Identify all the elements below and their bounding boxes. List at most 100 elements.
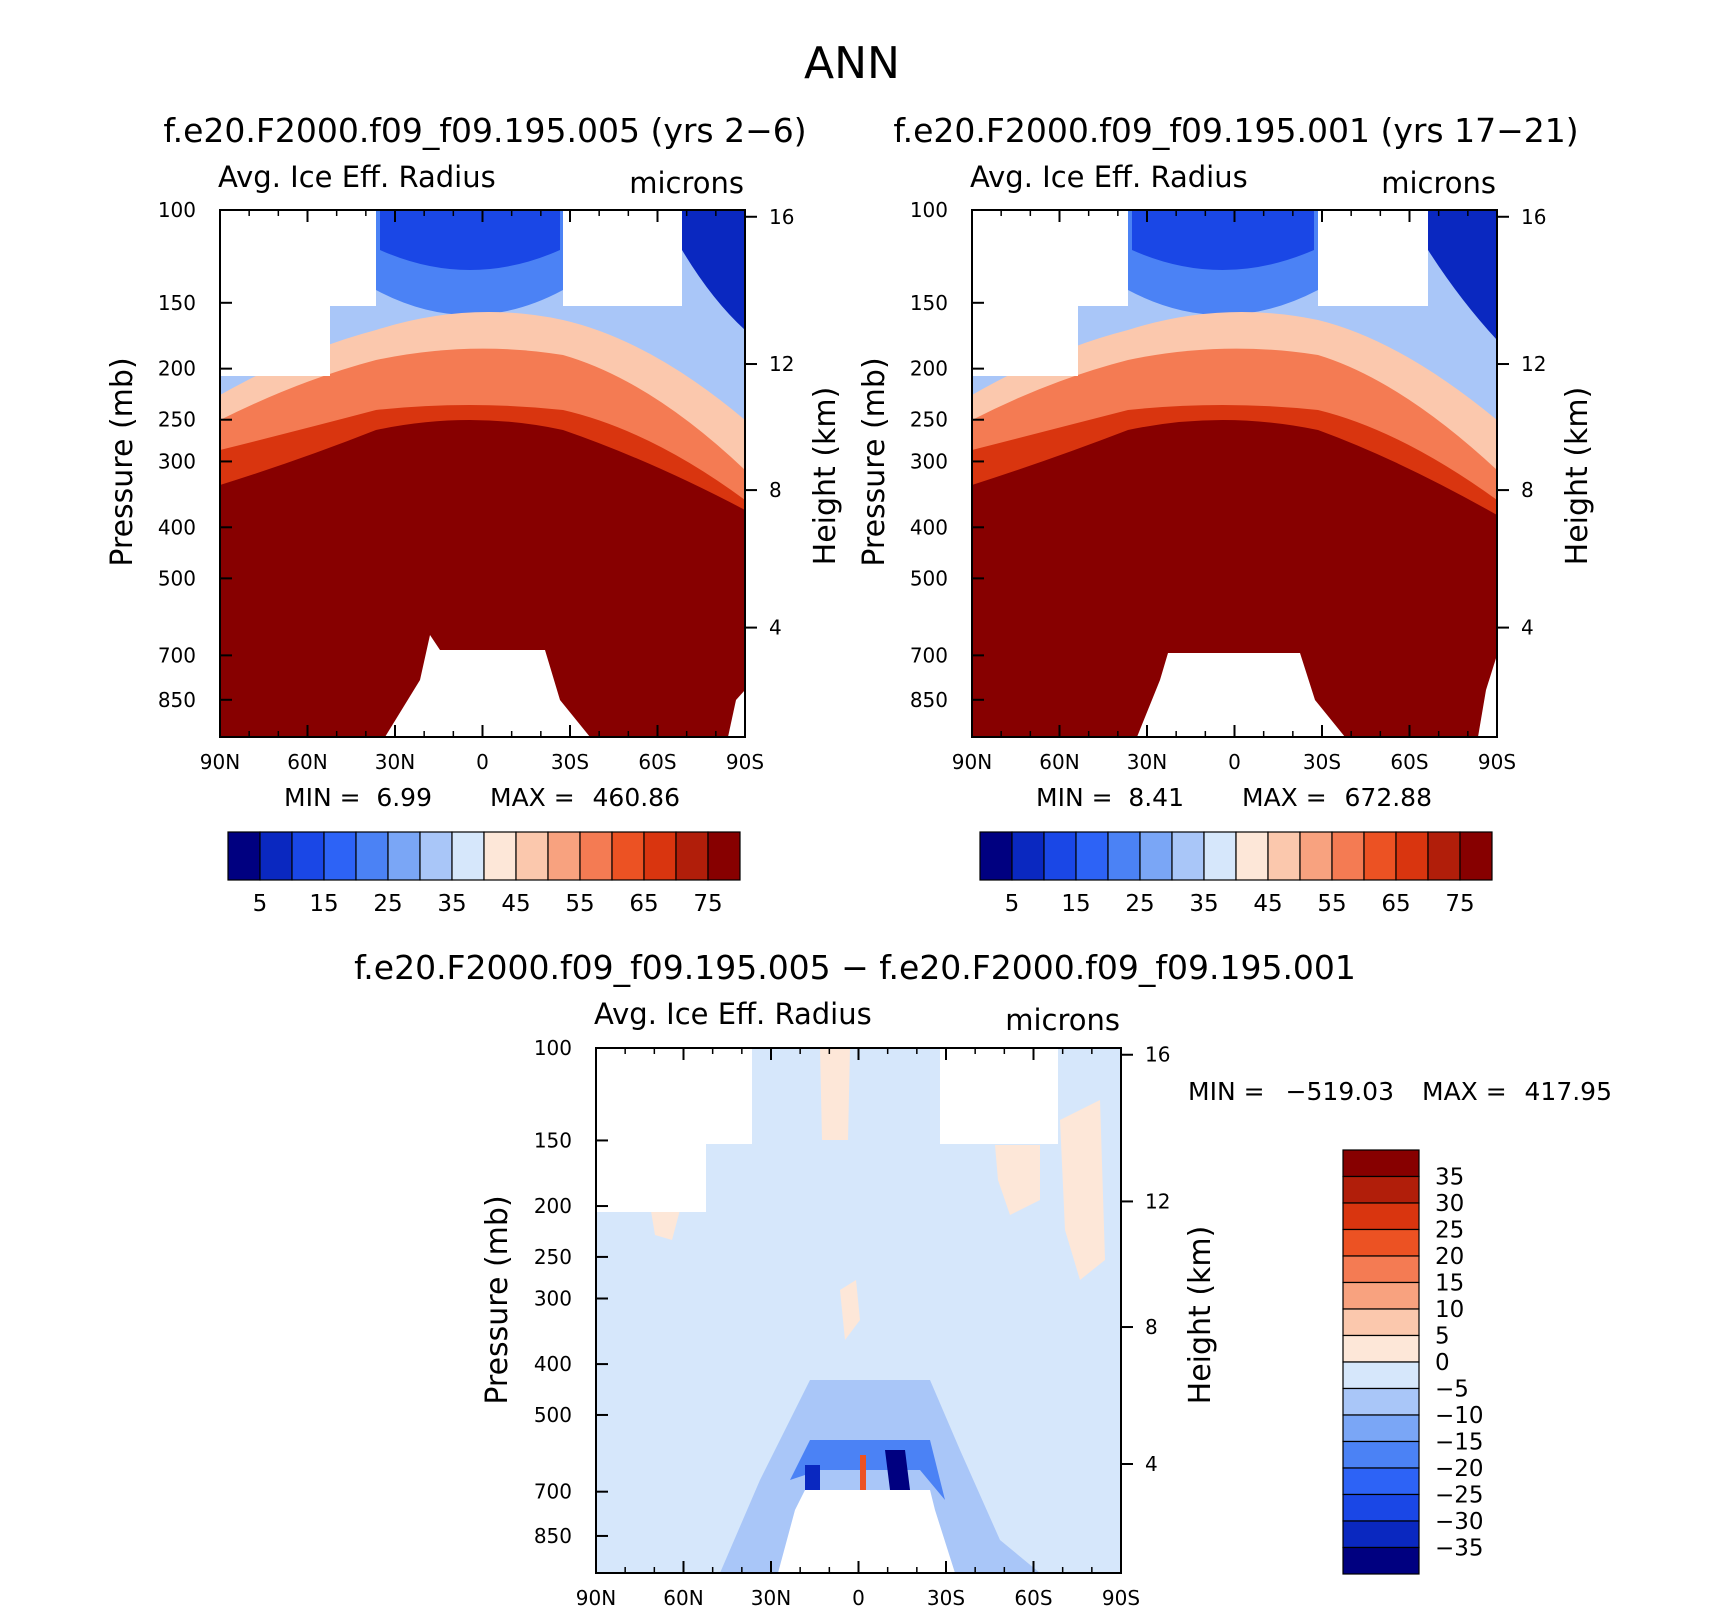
colorbar-label: 30 bbox=[1435, 1191, 1464, 1217]
panel-a-max-label: MAX = bbox=[490, 783, 575, 812]
x-tick-label: 90S bbox=[726, 750, 764, 774]
colorbar-label: 35 bbox=[1189, 891, 1218, 917]
colorbar-swatch bbox=[323, 831, 357, 881]
x-tick-label: 0 bbox=[476, 750, 489, 774]
panel-b-topography bbox=[1478, 655, 1497, 737]
y-tick-label: 300 bbox=[534, 1286, 572, 1310]
colorbar-swatch bbox=[1342, 1255, 1420, 1284]
colorbar-label: 45 bbox=[501, 891, 530, 917]
y-right-tick-label: 12 bbox=[1521, 352, 1546, 376]
x-tick-label: 0 bbox=[1228, 750, 1241, 774]
y-tick-label: 500 bbox=[534, 1403, 572, 1427]
x-tick-label: 60N bbox=[1039, 750, 1079, 774]
y-tick-label: 200 bbox=[158, 357, 196, 381]
y-right-tick-label: 4 bbox=[769, 616, 782, 640]
colorbar-swatch bbox=[1342, 1440, 1420, 1469]
y-tick-label: 150 bbox=[910, 291, 948, 315]
colorbar-swatch bbox=[1331, 831, 1365, 881]
colorbar-swatch bbox=[1342, 1387, 1420, 1416]
colorbar-label: 75 bbox=[693, 891, 722, 917]
y-tick-label: 500 bbox=[910, 566, 948, 590]
panel-a-max-value: 460.86 bbox=[593, 783, 680, 812]
colorbar-label: 55 bbox=[565, 891, 594, 917]
panel-a-topography bbox=[385, 635, 590, 737]
y-tick-label: 700 bbox=[910, 643, 948, 667]
y-tick-label: 250 bbox=[910, 408, 948, 432]
colorbar-swatch bbox=[1342, 1149, 1420, 1178]
panel-a-mask bbox=[563, 210, 682, 306]
panel-b-band bbox=[1428, 210, 1497, 340]
colorbar-swatch bbox=[1363, 831, 1397, 881]
y-right-tick-label: 8 bbox=[1145, 1315, 1158, 1339]
panel-a-mask bbox=[220, 210, 376, 306]
colorbar-label: −35 bbox=[1435, 1536, 1484, 1562]
colorbar-label: 75 bbox=[1445, 891, 1474, 917]
y-tick-label: 150 bbox=[534, 1128, 572, 1152]
colorbar-swatch bbox=[419, 831, 453, 881]
y-tick-label: 850 bbox=[534, 1524, 572, 1548]
x-tick-label: 90S bbox=[1102, 1586, 1140, 1610]
panel-b-mask bbox=[972, 306, 1078, 376]
colorbar-swatch bbox=[1342, 1493, 1420, 1522]
panel-a-colorbar: 5 15 25 35 45 55 65 75 bbox=[227, 831, 741, 917]
panel-diff-max-value: 417.95 bbox=[1525, 1077, 1612, 1106]
panel-a-ylabel: Pressure (mb) bbox=[105, 357, 140, 566]
x-tick-label: 90N bbox=[952, 750, 992, 774]
colorbar-label: 5 bbox=[253, 891, 268, 917]
colorbar-label: 20 bbox=[1435, 1244, 1464, 1270]
x-tick-label: 90S bbox=[1478, 750, 1516, 774]
y-tick-label: 300 bbox=[158, 449, 196, 473]
colorbar-label: 25 bbox=[1435, 1218, 1464, 1244]
colorbar-swatch bbox=[707, 831, 741, 881]
panel-a-ylabel-right: Height (km) bbox=[808, 387, 843, 566]
colorbar-swatch bbox=[1342, 1467, 1420, 1496]
colorbar-swatch bbox=[1075, 831, 1109, 881]
colorbar-swatch bbox=[1043, 831, 1077, 881]
colorbar-swatch bbox=[1299, 831, 1333, 881]
y-tick-label: 400 bbox=[158, 515, 196, 539]
colorbar-swatch bbox=[1342, 1308, 1420, 1337]
colorbar-swatch bbox=[1011, 831, 1045, 881]
x-tick-label: 90N bbox=[200, 750, 240, 774]
panel-a-band bbox=[682, 210, 745, 330]
y-tick-label: 100 bbox=[910, 198, 948, 222]
colorbar-swatch bbox=[1342, 1414, 1420, 1443]
colorbar-swatch bbox=[1342, 1175, 1420, 1204]
panel-diff-plot-area bbox=[596, 1048, 1121, 1573]
x-tick-label: 30N bbox=[1127, 750, 1167, 774]
panel-a-topography bbox=[728, 690, 745, 737]
y-tick-label: 200 bbox=[910, 357, 948, 381]
colorbar-label: 15 bbox=[309, 891, 338, 917]
y-tick-label: 850 bbox=[158, 688, 196, 712]
panel-a-title: f.e20.F2000.f09_f09.195.005 (yrs 2−6) bbox=[163, 111, 806, 150]
colorbar-label: −20 bbox=[1435, 1456, 1484, 1482]
colorbar-swatch bbox=[1342, 1361, 1420, 1390]
panel-diff-ylabel-right: Height (km) bbox=[1183, 1226, 1218, 1405]
x-tick-label: 0 bbox=[852, 1586, 865, 1610]
colorbar-swatch bbox=[1139, 831, 1173, 881]
panel-b: f.e20.F2000.f09_f09.195.001 (yrs 17−21) … bbox=[857, 111, 1595, 917]
panel-diff-band bbox=[995, 1145, 1040, 1215]
colorbar-swatch bbox=[227, 831, 261, 881]
panel-b-band bbox=[972, 420, 1497, 737]
y-right-tick-label: 16 bbox=[1145, 1043, 1170, 1067]
colorbar-swatch bbox=[483, 831, 517, 881]
colorbar-label: 35 bbox=[1435, 1165, 1464, 1191]
colorbar-swatch bbox=[675, 831, 709, 881]
colorbar-swatch bbox=[387, 831, 421, 881]
colorbar-label: −30 bbox=[1435, 1509, 1484, 1535]
panel-b-ylabel: Pressure (mb) bbox=[857, 357, 892, 566]
x-tick-label: 30N bbox=[751, 1586, 791, 1610]
colorbar-label: 25 bbox=[373, 891, 402, 917]
colorbar-swatch bbox=[1395, 831, 1429, 881]
colorbar-swatch bbox=[1342, 1281, 1420, 1310]
colorbar-label: −10 bbox=[1435, 1403, 1484, 1429]
x-tick-label: 60S bbox=[638, 750, 676, 774]
colorbar-swatch bbox=[1342, 1520, 1420, 1549]
panel-diff-max-label: MAX = bbox=[1422, 1077, 1507, 1106]
colorbar-label: 25 bbox=[1125, 891, 1154, 917]
y-tick-label: 500 bbox=[158, 566, 196, 590]
panel-b-topography bbox=[1137, 653, 1345, 737]
y-tick-label: 700 bbox=[534, 1480, 572, 1504]
